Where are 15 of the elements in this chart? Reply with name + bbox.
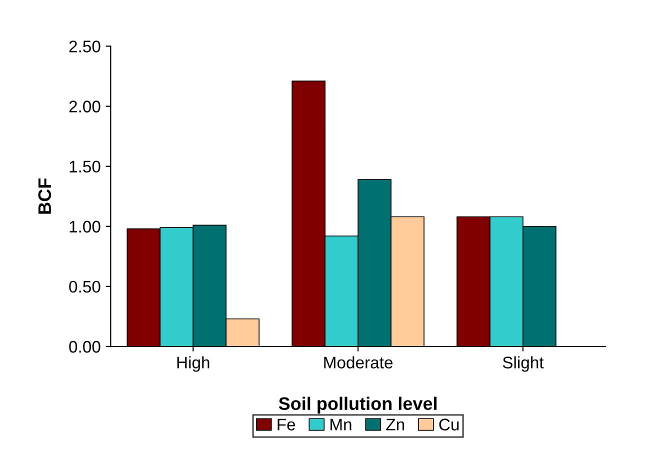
y-tick-label: 1.00 [70, 220, 100, 233]
y-tick-label: 1.50 [70, 160, 100, 173]
y-tick-label: 2.00 [69, 100, 100, 112]
x-tick-label: Slight [502, 356, 544, 372]
x-tick-label: Moderate [324, 356, 393, 368]
legend-label: Cu [439, 418, 459, 430]
legend-label: Fe [278, 418, 296, 430]
x-axis-title: Soil pollution level [278, 396, 437, 414]
legend-label: Mn [330, 418, 352, 430]
legend-label: Zn [386, 418, 404, 430]
y-tick-label: 0.00 [69, 340, 100, 353]
x-tick-label: High [177, 356, 210, 372]
y-tick-label: 2.50 [69, 40, 100, 52]
y-tick-label: 0.50 [69, 280, 100, 293]
y-axis-title: BCF [38, 178, 52, 214]
